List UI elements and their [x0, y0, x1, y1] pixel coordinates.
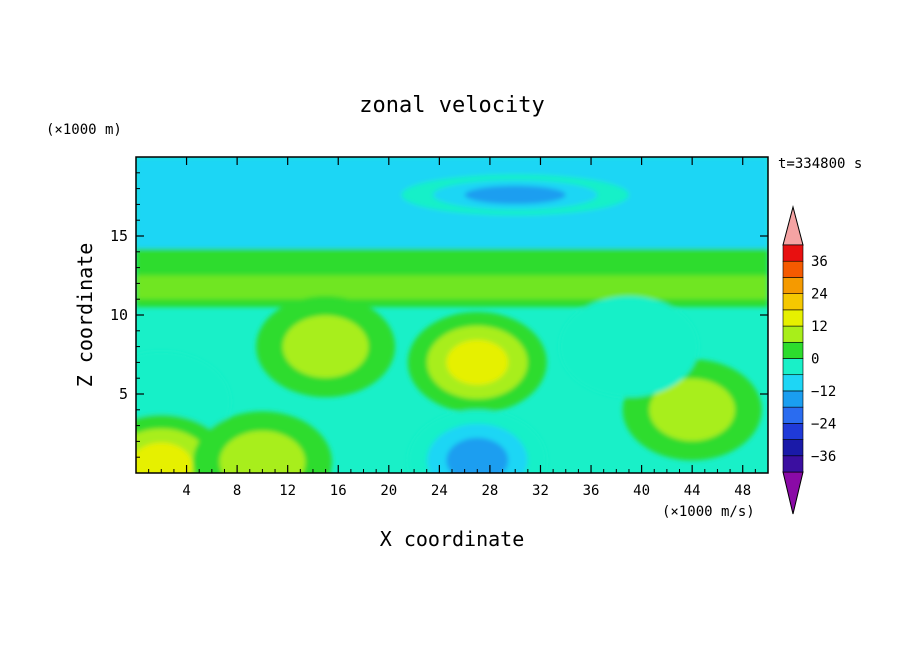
- x-tick-label: 24: [431, 483, 448, 499]
- colorbar-tick-label: 0: [811, 352, 819, 368]
- colorbar-bin: [782, 325, 804, 343]
- y-unit-label: (×1000 m): [46, 122, 122, 138]
- field-contour-2-1: [649, 378, 735, 441]
- colorbar-bin: [782, 374, 804, 392]
- x-unit-label: (×1000 m/s): [662, 504, 755, 520]
- field-contour-8-1: [219, 430, 306, 473]
- y-axis-label: Z coordinate: [73, 243, 97, 388]
- x-tick-label: 48: [734, 483, 751, 499]
- x-axis-label: X coordinate: [380, 527, 525, 551]
- x-tick-label: 16: [330, 483, 347, 499]
- colorbar-bin: [782, 260, 804, 278]
- colorbar-bin: [782, 309, 804, 327]
- colorbar-tick-label: −36: [811, 449, 836, 465]
- time-label: t=334800 s: [778, 156, 862, 172]
- x-tick-label: 32: [532, 483, 549, 499]
- field-contour-3-2: [464, 185, 566, 205]
- colorbar-under-arrow: [782, 471, 804, 515]
- colorbar-bin: [782, 455, 804, 473]
- colorbar-over-arrow: [782, 205, 804, 246]
- colorbar-bin: [782, 406, 804, 424]
- field-contour-1-1: [282, 315, 369, 378]
- y-tick-label: 5: [119, 385, 128, 403]
- x-tick-label: 20: [380, 483, 397, 499]
- colorbar-bin: [782, 293, 804, 311]
- x-tick-label: 8: [233, 483, 241, 499]
- colorbar-bin: [782, 277, 804, 294]
- y-tick-label: 15: [110, 227, 128, 245]
- x-tick-label: 44: [684, 483, 701, 499]
- x-axis: 4 8 12 16 20 24 28 32 36 40 44 48: [148, 157, 756, 499]
- x-tick-label: 4: [182, 483, 190, 499]
- colorbar-bin: [782, 423, 804, 440]
- plot-area: [136, 157, 768, 473]
- field-contour-0-2: [446, 339, 509, 385]
- field-contour-4-2: [446, 437, 509, 473]
- y-tick-label: 10: [110, 306, 128, 324]
- colorbar-bin: [782, 341, 804, 359]
- chart-title: zonal velocity: [359, 93, 544, 118]
- colorbar-tick-label: −24: [811, 416, 836, 432]
- colorbar-bin: [782, 390, 804, 408]
- y-axis: 5 10 15: [110, 172, 768, 458]
- x-tick-label: 12: [279, 483, 296, 499]
- colorbar-tick-label: 12: [811, 319, 828, 335]
- colorbar-bin: [782, 358, 804, 376]
- field-contour-7-2: [136, 442, 193, 473]
- colorbar-tick-label: 24: [811, 287, 828, 303]
- colorbar-tick-label: −12: [811, 384, 836, 400]
- colorbar-bin: [782, 244, 804, 262]
- x-tick-label: 36: [583, 483, 600, 499]
- colorbar-tick-label: 36: [811, 254, 828, 270]
- colorbar: −36 −24 −12 0 12 24 36: [782, 205, 836, 515]
- x-tick-label: 40: [633, 483, 650, 499]
- x-tick-label: 28: [481, 483, 498, 499]
- contour-field: [136, 157, 768, 473]
- field-contour-6-0: [559, 296, 699, 398]
- colorbar-bin: [782, 439, 804, 457]
